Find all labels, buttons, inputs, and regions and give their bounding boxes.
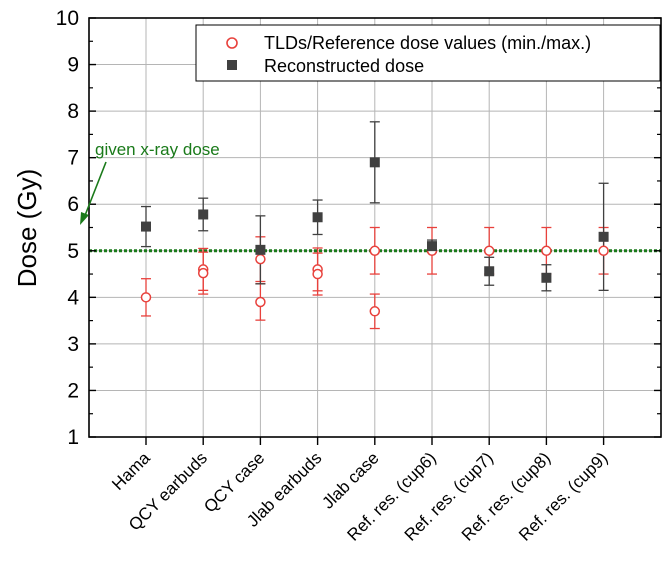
reconstructed-point xyxy=(541,272,552,283)
y-tick-label: 1 xyxy=(67,426,79,449)
annotation-arrow-head xyxy=(80,212,89,225)
reconstructed-point xyxy=(484,266,495,277)
y-tick-label: 10 xyxy=(56,7,79,30)
reconstructed-point xyxy=(198,209,209,220)
y-tick-label: 9 xyxy=(67,54,79,77)
tld-point xyxy=(369,306,381,317)
tld-point xyxy=(312,268,323,280)
tld-point xyxy=(197,267,209,279)
y-tick-label: 6 xyxy=(67,193,79,216)
tld-point xyxy=(255,253,266,265)
legend-box xyxy=(195,24,661,82)
tld-point xyxy=(255,296,266,308)
reconstructed-point xyxy=(255,244,266,255)
reference-line-label: given x-ray dose xyxy=(95,140,220,159)
tld-point xyxy=(483,245,495,257)
reconstructed-point xyxy=(427,241,437,252)
legend-label-tld: TLDs/Reference dose values (min./max.) xyxy=(264,33,591,53)
y-tick-label: 8 xyxy=(67,100,79,123)
legend: TLDs/Reference dose values (min./max.) R… xyxy=(195,24,661,82)
legend-label-reconstructed: Reconstructed dose xyxy=(264,56,424,76)
tld-point xyxy=(598,245,609,257)
y-tick-label: 2 xyxy=(67,379,79,402)
tld-point xyxy=(369,245,381,257)
reconstructed-point xyxy=(141,221,151,232)
y-axis: 1 2 3 4 5 6 7 8 9 10 xyxy=(56,7,661,449)
legend-marker-reconstructed xyxy=(227,60,237,70)
y-tick-label: 3 xyxy=(67,333,79,356)
reconstructed-point xyxy=(312,212,323,223)
reconstructed-point xyxy=(369,157,380,168)
tld-point xyxy=(140,292,152,303)
legend-marker-tld xyxy=(226,37,238,49)
data-markers xyxy=(140,157,609,317)
annotation-arrow-line xyxy=(83,161,107,219)
y-tick-label: 7 xyxy=(67,147,79,170)
tld-point xyxy=(541,245,552,257)
x-category-label: Hama xyxy=(108,448,154,494)
reconstructed-point xyxy=(598,231,609,242)
y-tick-label: 4 xyxy=(67,286,79,309)
y-tick-label: 5 xyxy=(67,240,79,263)
annotation: given x-ray dose xyxy=(80,140,220,225)
y-axis-title: Dose (Gy) xyxy=(12,169,42,287)
